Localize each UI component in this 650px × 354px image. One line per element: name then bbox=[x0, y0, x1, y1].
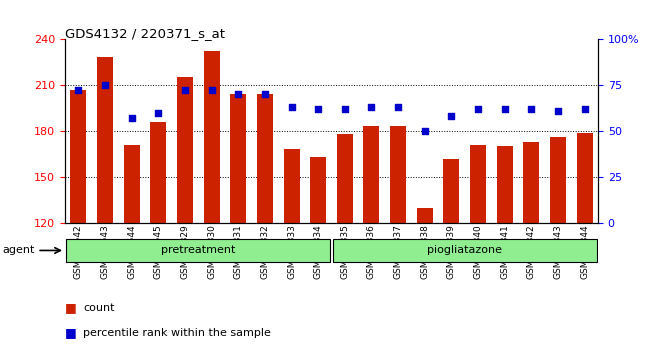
Point bbox=[473, 106, 484, 112]
Bar bbox=[470, 145, 486, 223]
Bar bbox=[203, 51, 220, 223]
Bar bbox=[177, 77, 193, 223]
Bar bbox=[443, 159, 460, 223]
Point bbox=[339, 106, 350, 112]
Bar bbox=[497, 146, 513, 223]
Text: percentile rank within the sample: percentile rank within the sample bbox=[83, 328, 271, 338]
Bar bbox=[150, 122, 166, 223]
Bar bbox=[390, 126, 406, 223]
Point bbox=[287, 104, 297, 110]
Bar bbox=[124, 145, 140, 223]
Point bbox=[179, 88, 190, 93]
Point bbox=[100, 82, 110, 88]
Text: agent: agent bbox=[2, 245, 34, 255]
Bar bbox=[550, 137, 566, 223]
Point bbox=[553, 108, 564, 114]
Text: ■: ■ bbox=[65, 326, 77, 339]
Bar bbox=[577, 132, 593, 223]
Point bbox=[206, 88, 216, 93]
Bar bbox=[257, 94, 273, 223]
Bar bbox=[337, 134, 353, 223]
Point bbox=[126, 115, 137, 121]
Bar bbox=[333, 239, 597, 262]
Bar bbox=[363, 126, 380, 223]
Point bbox=[73, 88, 83, 93]
Bar bbox=[70, 90, 86, 223]
Text: ■: ■ bbox=[65, 302, 77, 314]
Point bbox=[313, 106, 324, 112]
Bar bbox=[523, 142, 540, 223]
Point bbox=[367, 104, 377, 110]
Point bbox=[233, 91, 244, 97]
Bar bbox=[417, 208, 433, 223]
Bar bbox=[66, 239, 330, 262]
Point bbox=[153, 110, 164, 115]
Bar bbox=[310, 157, 326, 223]
Bar bbox=[283, 149, 300, 223]
Point bbox=[259, 91, 270, 97]
Point bbox=[580, 106, 590, 112]
Text: pretreatment: pretreatment bbox=[161, 245, 235, 255]
Point bbox=[500, 106, 510, 112]
Point bbox=[446, 113, 456, 119]
Text: piogliatazone: piogliatazone bbox=[427, 245, 502, 255]
Text: count: count bbox=[83, 303, 114, 313]
Text: GDS4132 / 220371_s_at: GDS4132 / 220371_s_at bbox=[65, 27, 225, 40]
Bar bbox=[97, 57, 113, 223]
Point bbox=[420, 128, 430, 134]
Bar bbox=[230, 94, 246, 223]
Point bbox=[526, 106, 537, 112]
Point bbox=[393, 104, 403, 110]
